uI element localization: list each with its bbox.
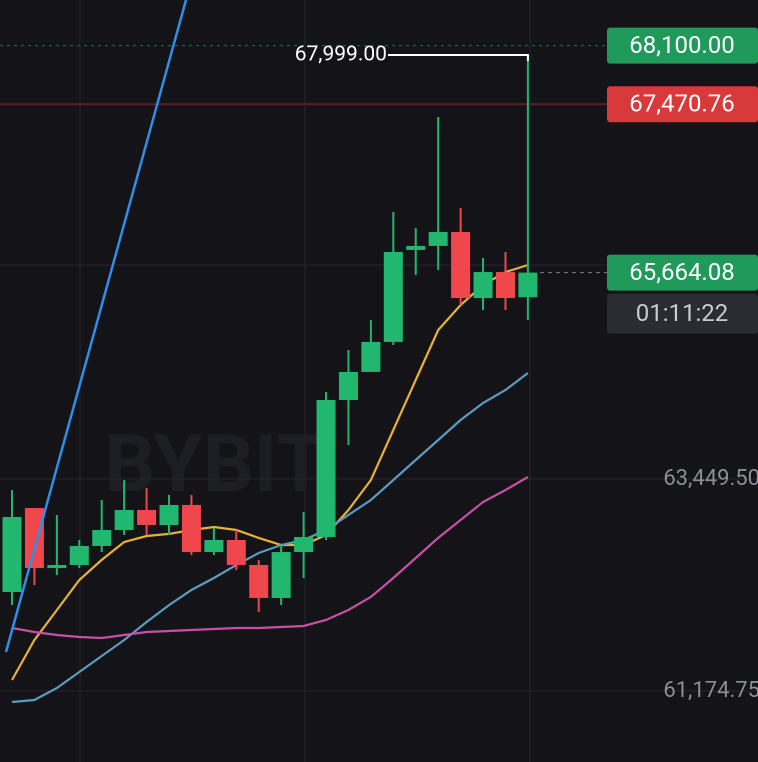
candle-body (181, 504, 201, 553)
trend-line (4, 0, 188, 653)
candle-body (69, 545, 89, 565)
candle-body (518, 272, 538, 298)
candle-body (451, 231, 471, 299)
candle-body (24, 508, 44, 569)
watermark: BYBIT (104, 417, 325, 511)
candle-body (294, 537, 314, 553)
annotation-label: 67,999.00 (295, 43, 387, 67)
annotation-line (388, 53, 529, 61)
candle-body (159, 504, 179, 525)
candle-body (406, 245, 426, 250)
candle-body (114, 509, 134, 531)
candle-body (47, 564, 67, 569)
candle-body (92, 530, 112, 546)
plot-area (0, 45, 758, 704)
moving-average-line (11, 476, 529, 640)
moving-average-line (11, 372, 529, 704)
countdown-label: 01:11:22 (636, 299, 729, 327)
moving-average-line (11, 263, 529, 681)
price-tag (607, 254, 758, 291)
countdown-box (607, 293, 758, 334)
candle-body (473, 272, 493, 299)
candle-body (316, 400, 336, 538)
candle-body (271, 552, 291, 598)
candle-body (361, 341, 381, 372)
price-tag (607, 27, 758, 64)
candle-body (137, 509, 157, 525)
candle-body (226, 539, 246, 565)
price-tag-label: 68,100.00 (629, 31, 734, 59)
candle-body (495, 272, 515, 299)
overlay: 63,449.50 61,174.75 67,999.00 68,100.00 67,4… (295, 27, 758, 703)
candle-body (204, 539, 224, 553)
candle-body (428, 231, 448, 246)
candle-body (338, 371, 358, 401)
y-tick-label: 61,174.75 (663, 678, 758, 703)
price-tag (607, 86, 758, 123)
candle-body (249, 564, 269, 598)
candle-body (2, 516, 22, 593)
candle-body (383, 252, 403, 342)
price-tag-label: 65,664.08 (629, 258, 734, 286)
price-tag-label: 67,470.76 (629, 90, 734, 118)
y-tick-label: 63,449.50 (663, 466, 758, 491)
